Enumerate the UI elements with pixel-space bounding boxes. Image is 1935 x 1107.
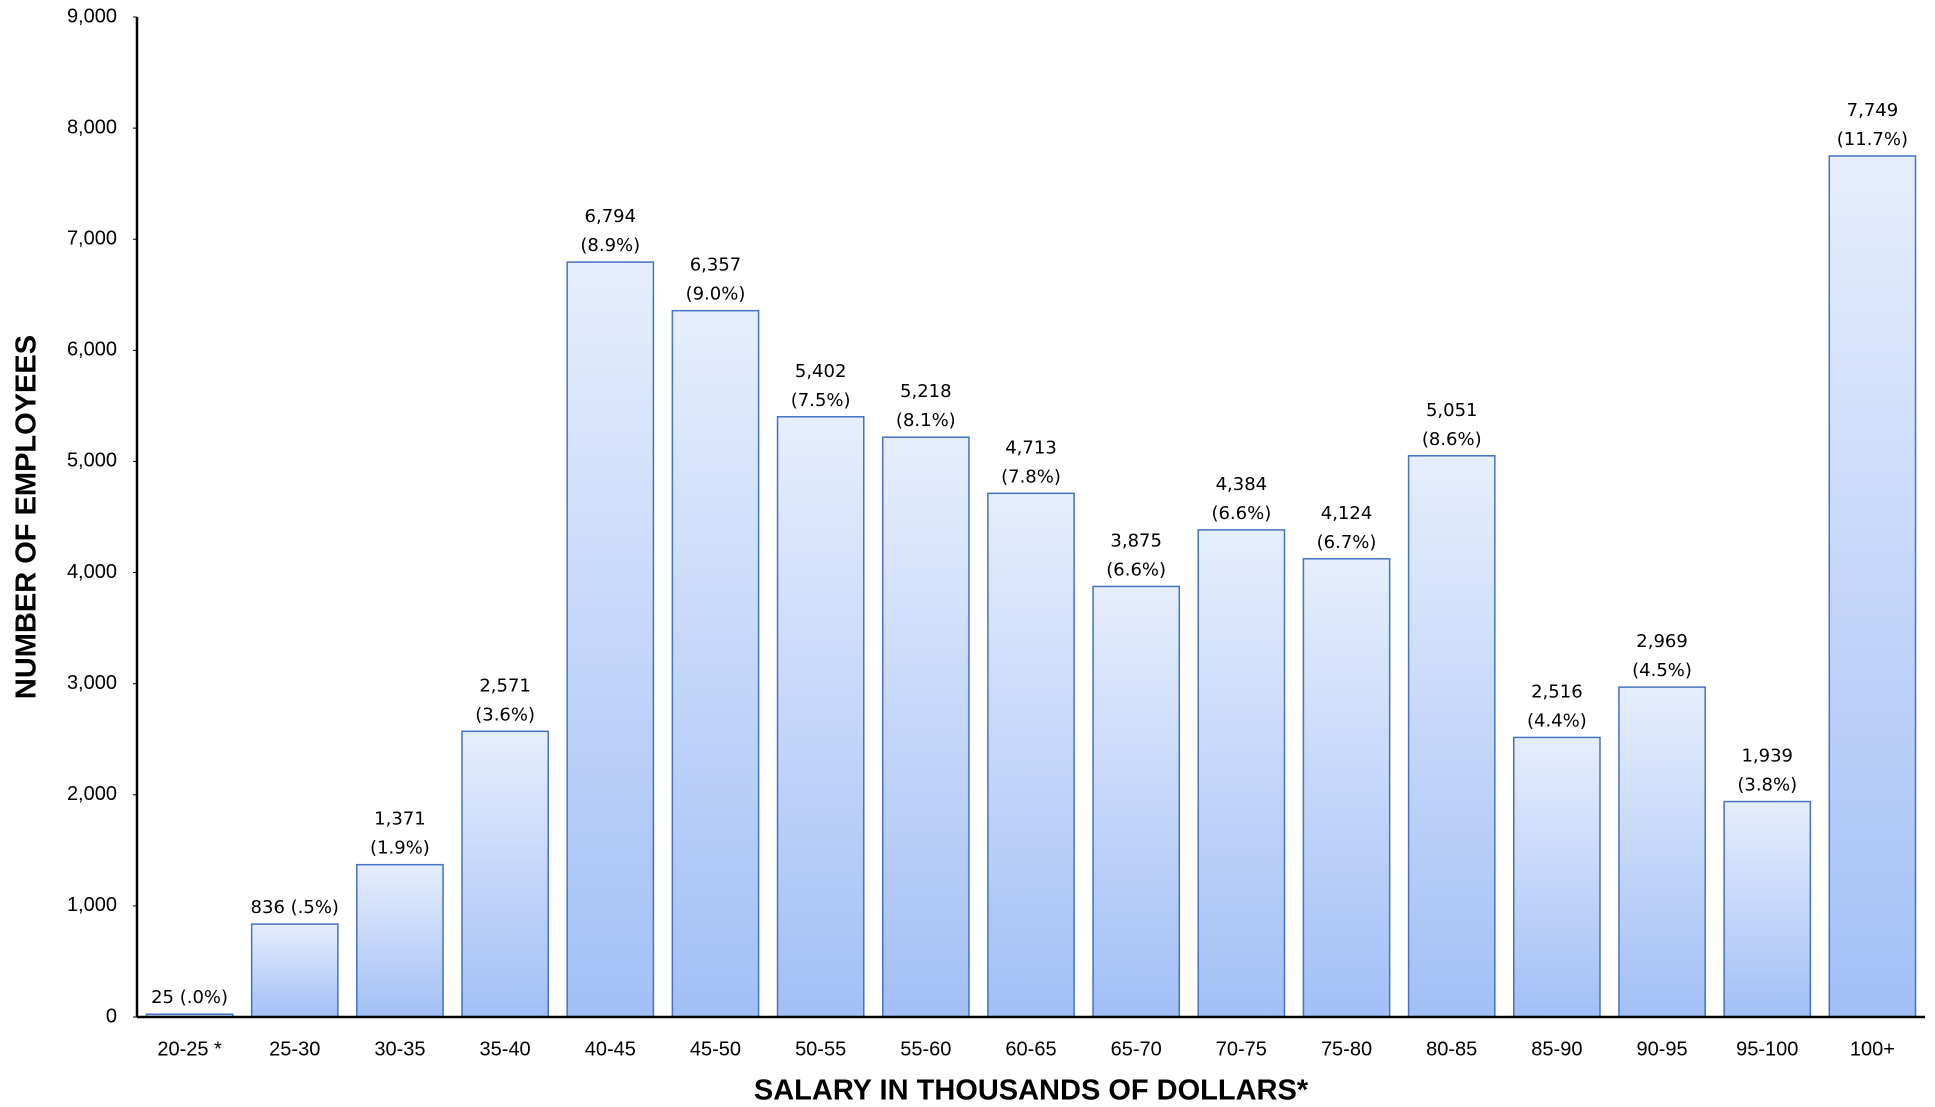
y-tick-label: 2,000 xyxy=(67,783,117,805)
value-label: 2,571 (3.6%) xyxy=(475,675,535,725)
value-label: 4,124 (6.7%) xyxy=(1317,503,1377,553)
value-label: 4,713 (7.8%) xyxy=(1001,437,1061,487)
x-tick-label: 30-35 xyxy=(374,1038,425,1060)
y-tick-label: 4,000 xyxy=(67,561,117,583)
bar xyxy=(1723,800,1812,1018)
bar xyxy=(250,923,339,1018)
y-axis-title: NUMBER OF EMPLOYEES xyxy=(11,335,43,699)
value-label: 6,794 (8.9%) xyxy=(580,206,640,256)
y-tick-label: 7,000 xyxy=(67,228,117,250)
bar xyxy=(566,261,655,1018)
value-label: 836 (.5%) xyxy=(251,897,339,918)
x-tick-label: 80-85 xyxy=(1426,1038,1477,1060)
x-tick-label: 85-90 xyxy=(1531,1038,1582,1060)
bar xyxy=(461,730,549,1018)
y-tick-label: 8,000 xyxy=(67,116,117,138)
value-label: 5,218 (8.1%) xyxy=(896,381,956,431)
value-label: 25 (.0%) xyxy=(151,987,228,1008)
bar xyxy=(1302,558,1391,1018)
bar xyxy=(356,863,444,1018)
y-tick-label: 5,000 xyxy=(67,450,117,472)
x-tick-label: 75-80 xyxy=(1321,1038,1372,1060)
value-label: 5,402 (7.5%) xyxy=(791,361,851,411)
x-tick-label: 25-30 xyxy=(269,1038,320,1060)
x-tick-label: 95-100 xyxy=(1736,1038,1798,1060)
value-label: 1,939 (3.8%) xyxy=(1737,746,1797,796)
x-tick-label: 70-75 xyxy=(1216,1038,1267,1060)
bar xyxy=(1092,585,1181,1018)
x-tick-label: 65-70 xyxy=(1111,1038,1162,1060)
x-tick-label: 40-45 xyxy=(585,1038,636,1060)
bar xyxy=(987,492,1075,1018)
value-label: 3,875 (6.6%) xyxy=(1106,530,1166,580)
value-label: 7,749 (11.7%) xyxy=(1837,100,1908,150)
value-label: 5,051 (8.6%) xyxy=(1422,400,1482,450)
y-tick-label: 3,000 xyxy=(67,672,117,694)
value-label: 6,357 (9.0%) xyxy=(686,255,746,305)
bar xyxy=(1618,686,1706,1018)
value-label: 1,371 (1.9%) xyxy=(370,809,430,859)
value-label: 4,384 (6.6%) xyxy=(1211,474,1271,524)
bar xyxy=(1513,736,1601,1018)
bar xyxy=(776,416,865,1018)
bar xyxy=(671,309,760,1018)
bar xyxy=(1407,455,1496,1018)
x-tick-label: 45-50 xyxy=(690,1038,741,1060)
y-tick-label: 6,000 xyxy=(67,339,117,361)
bar xyxy=(1197,529,1286,1018)
x-tick-label: 20-25 * xyxy=(157,1038,222,1060)
bar xyxy=(1828,155,1917,1018)
bar xyxy=(881,436,970,1018)
x-axis-title: SALARY IN THOUSANDS OF DOLLARS* xyxy=(754,1075,1309,1107)
x-tick-label: 35-40 xyxy=(480,1038,531,1060)
x-tick-label: 55-60 xyxy=(900,1038,951,1060)
y-tick-label: 9,000 xyxy=(67,5,117,27)
y-tick-label: 0 xyxy=(106,1005,117,1027)
value-label: 2,969 (4.5%) xyxy=(1632,631,1692,681)
x-tick-label: 60-65 xyxy=(1005,1038,1056,1060)
y-tick-label: 1,000 xyxy=(67,894,117,916)
x-tick-label: 50-55 xyxy=(795,1038,846,1060)
x-tick-label: 100+ xyxy=(1850,1038,1895,1060)
x-tick-label: 90-95 xyxy=(1636,1038,1687,1060)
value-label: 2,516 (4.4%) xyxy=(1527,681,1587,731)
